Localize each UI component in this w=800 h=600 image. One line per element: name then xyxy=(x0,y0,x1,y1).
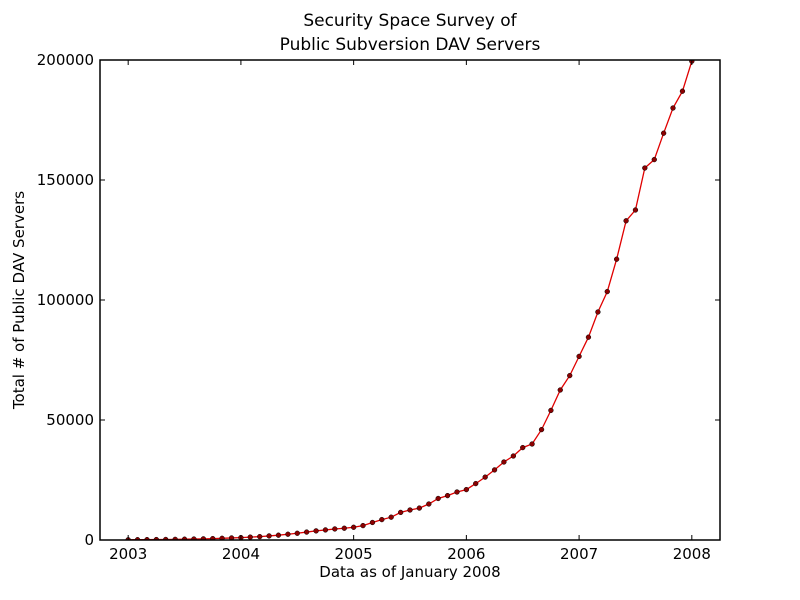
data-point xyxy=(444,492,451,499)
data-point xyxy=(473,480,479,487)
data-point xyxy=(454,489,460,495)
data-point xyxy=(219,535,225,540)
data-point xyxy=(510,453,517,459)
data-point xyxy=(435,495,441,502)
data-point xyxy=(322,527,329,533)
data-point xyxy=(576,353,582,360)
x-axis-label: Data as of January 2008 xyxy=(319,563,500,581)
data-point xyxy=(369,519,376,526)
y-tick-label: 150000 xyxy=(37,171,94,189)
x-tick-label: 2005 xyxy=(335,545,373,563)
plot-area xyxy=(125,60,695,540)
data-point xyxy=(191,536,197,540)
x-tick-label: 2004 xyxy=(222,545,260,563)
data-point xyxy=(567,372,573,379)
data-point xyxy=(548,407,554,414)
data-point xyxy=(228,535,235,540)
data-point xyxy=(257,533,263,540)
x-tick-label: 2006 xyxy=(447,545,485,563)
y-axis-label: Total # of Public DAV Servers xyxy=(10,191,28,410)
data-point xyxy=(529,441,535,447)
data-point xyxy=(501,459,507,465)
chart-title-line-2: Public Subversion DAV Servers xyxy=(280,35,541,55)
y-tick-label: 0 xyxy=(84,531,94,549)
data-point xyxy=(426,501,432,507)
data-point xyxy=(294,530,300,536)
data-point xyxy=(247,534,253,540)
series-group xyxy=(125,60,695,540)
chart-title-line-1: Security Space Survey of xyxy=(303,11,517,31)
data-point xyxy=(482,474,488,480)
data-point xyxy=(332,526,338,532)
data-point xyxy=(181,536,188,540)
data-point xyxy=(285,531,291,537)
data-point xyxy=(613,256,620,262)
data-point xyxy=(538,426,545,433)
data-point xyxy=(397,509,404,516)
data-point xyxy=(651,156,657,163)
data-point xyxy=(407,507,413,513)
x-tick-label: 2008 xyxy=(673,545,711,563)
data-point xyxy=(604,288,610,295)
data-point xyxy=(388,514,394,520)
data-point xyxy=(416,505,423,511)
y-tick-label: 200000 xyxy=(37,51,94,69)
data-point xyxy=(360,522,366,529)
y-tick-label: 50000 xyxy=(46,411,94,429)
data-point xyxy=(303,529,310,535)
y-tick-label: 100000 xyxy=(37,291,94,309)
data-point xyxy=(585,334,592,340)
data-point xyxy=(341,525,347,531)
data-point xyxy=(595,309,601,315)
data-point xyxy=(379,516,385,523)
data-point xyxy=(520,444,526,451)
data-point xyxy=(350,524,357,530)
data-point xyxy=(670,105,676,111)
data-point xyxy=(275,532,282,538)
data-point xyxy=(679,88,686,94)
x-tick-label: 2007 xyxy=(560,545,598,563)
x-tick-label: 2003 xyxy=(109,545,147,563)
data-point xyxy=(491,467,498,473)
data-point xyxy=(623,218,629,224)
data-point xyxy=(632,207,639,213)
data-point xyxy=(266,533,272,539)
data-point xyxy=(463,486,470,493)
data-point xyxy=(210,535,216,540)
data-point xyxy=(200,536,207,540)
data-point xyxy=(313,528,319,534)
data-point xyxy=(557,387,563,393)
data-point xyxy=(642,165,648,171)
series-line xyxy=(128,61,693,540)
data-point xyxy=(660,130,667,136)
plot-frame xyxy=(99,59,721,541)
